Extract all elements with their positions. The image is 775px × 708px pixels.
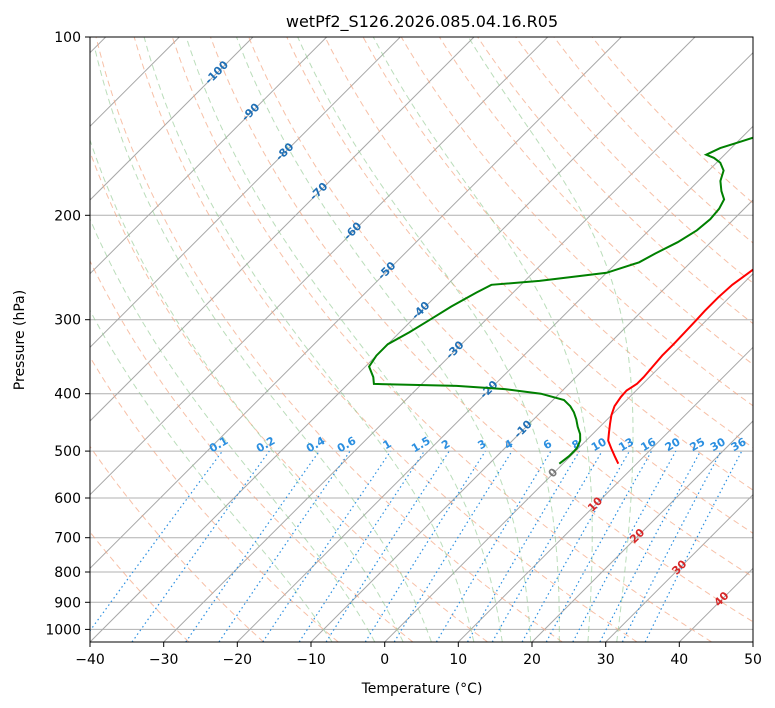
mixing-ratio-line bbox=[185, 450, 320, 642]
moist-adiabat-line bbox=[185, 37, 503, 642]
y-tick-label: 900 bbox=[54, 595, 81, 611]
x-tick-label: −20 bbox=[223, 652, 253, 668]
moist-adiabat-line bbox=[90, 217, 376, 642]
mixing-ratio-line bbox=[393, 450, 513, 642]
y-tick-label: 100 bbox=[54, 30, 81, 46]
y-tick-label: 500 bbox=[54, 444, 81, 460]
isotherm-line bbox=[90, 37, 622, 570]
chart-title: wetPf2_S126.2026.085.04.16.R05 bbox=[286, 12, 558, 32]
isotherm-line bbox=[236, 125, 753, 642]
x-tick-label: 20 bbox=[523, 652, 541, 668]
dry-adiabat-line bbox=[286, 37, 753, 534]
reference-lines bbox=[90, 37, 753, 642]
mixing-ratio-line bbox=[466, 450, 580, 642]
isotherm-line bbox=[752, 641, 753, 642]
isotherm-line bbox=[90, 37, 328, 275]
dry-adiabat-line bbox=[95, 37, 563, 642]
y-tick-label: 600 bbox=[54, 491, 81, 507]
mixing-ratio-line bbox=[262, 450, 392, 642]
isotherm-line bbox=[605, 493, 753, 642]
isotherm-line bbox=[90, 37, 475, 422]
dry-adiabat-line bbox=[515, 37, 753, 284]
dry-adiabat-line bbox=[248, 37, 753, 578]
isotherm-line bbox=[90, 37, 254, 201]
y-tick-label: 400 bbox=[54, 387, 81, 403]
x-tick-label: −40 bbox=[75, 652, 105, 668]
isotherm-line bbox=[90, 37, 696, 642]
isotherm-line bbox=[531, 420, 753, 642]
x-tick-label: −10 bbox=[296, 652, 326, 668]
isotherm-line bbox=[90, 37, 401, 349]
y-tick-label: 800 bbox=[54, 565, 81, 581]
x-tick-label: −30 bbox=[149, 652, 179, 668]
dry-adiabat-line bbox=[90, 445, 264, 642]
y-tick-label: 1000 bbox=[45, 622, 81, 638]
mixing-ratio-line bbox=[435, 450, 552, 642]
x-tick-label: 30 bbox=[597, 652, 615, 668]
y-axis-ticks: 100 200 300 400 500 600 700 800 900 1000 bbox=[45, 30, 90, 638]
plot-area bbox=[90, 37, 753, 642]
x-tick-label: 10 bbox=[449, 652, 467, 668]
dry-adiabat-line bbox=[133, 37, 638, 642]
dry-adiabat-line bbox=[324, 37, 753, 491]
dewpoint-profile-line bbox=[367, 136, 753, 465]
mixing-ratio-line bbox=[298, 450, 425, 642]
dry-adiabat-line bbox=[171, 37, 712, 642]
x-tick-label: 40 bbox=[670, 652, 688, 668]
mixing-ratio-line bbox=[325, 450, 450, 642]
plot-frame bbox=[89, 36, 754, 643]
x-axis-ticks: −40 −30 −20 −10 0 10 20 30 40 50 bbox=[75, 642, 762, 668]
x-axis-label: Temperature (°C) bbox=[361, 681, 483, 697]
mixing-ratio-line bbox=[218, 450, 351, 642]
temperature-profile-line bbox=[607, 268, 753, 465]
dry-adiabat-line bbox=[90, 259, 414, 642]
isotherm-line bbox=[457, 346, 753, 642]
y-tick-label: 200 bbox=[54, 208, 81, 224]
moist-adiabat-line bbox=[90, 309, 333, 642]
moist-adiabat-line bbox=[297, 37, 560, 642]
sounding-profiles bbox=[367, 136, 753, 465]
y-tick-label: 700 bbox=[54, 531, 81, 547]
mixing-ratio-line bbox=[599, 450, 702, 642]
x-tick-label: 0 bbox=[380, 652, 389, 668]
y-tick-label: 300 bbox=[54, 313, 81, 329]
moist-adiabat-line bbox=[94, 49, 432, 642]
mixing-ratio-line bbox=[364, 450, 486, 642]
dry-adiabat-line bbox=[210, 37, 753, 623]
moist-adiabat-line bbox=[143, 37, 475, 642]
x-tick-label: 50 bbox=[744, 652, 762, 668]
y-axis-label: Pressure (hPa) bbox=[12, 290, 28, 390]
moist-adiabat-line bbox=[90, 138, 404, 642]
isotherm-line bbox=[163, 51, 753, 642]
isotherm-line bbox=[90, 37, 549, 496]
mixing-ratio-line bbox=[572, 450, 677, 642]
moist-adiabat-line bbox=[236, 37, 532, 642]
isotherm-line bbox=[384, 272, 753, 642]
